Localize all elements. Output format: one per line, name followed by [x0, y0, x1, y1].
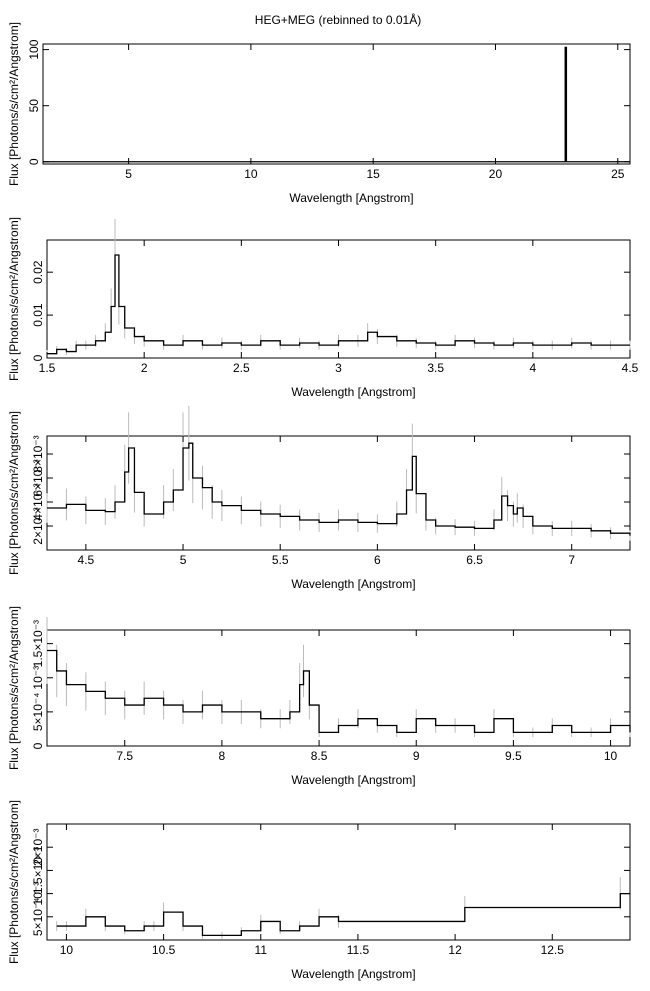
x-axis-title: Wavelength [Angstrom]: [291, 967, 415, 981]
y-axis-title: Flux [Photons/s/cm²/Angstrom]: [7, 411, 21, 575]
y-tick-label: 5×10⁻⁴: [31, 898, 45, 937]
panel-4: 7.5 8 8.5 9 9.5 10 0 5×10⁻⁴ 10⁻³1.5×10⁻³ Waveleng…: [7, 606, 631, 787]
x-tick-label: 3.5: [427, 361, 444, 375]
x-tick-label: 10: [604, 749, 618, 763]
x-tick-label: 20: [489, 167, 503, 181]
x-tick-label: 7.5: [116, 749, 133, 763]
plot-frame: [46, 823, 631, 941]
x-tick-label: 3: [335, 361, 342, 375]
spectrum-line: [47, 649, 631, 734]
x-axis-title: Wavelength [Angstrom]: [291, 577, 415, 591]
y-tick-label: 0: [31, 354, 45, 361]
y-tick-label: 0.02: [31, 260, 45, 284]
x-tick-label: 12: [448, 943, 462, 957]
x-axis-title: Wavelength [Angstrom]: [289, 191, 413, 205]
x-tick-label: 6.5: [466, 553, 483, 567]
x-axis-title: Wavelength [Angstrom]: [291, 773, 415, 787]
y-tick-label: 50: [27, 99, 41, 113]
x-axis-title: Wavelength [Angstrom]: [291, 385, 415, 399]
y-axis-title: Flux [Photons/s/cm²/Angstrom]: [7, 217, 21, 381]
y-tick-label: 2×10⁻³: [31, 829, 45, 866]
spectrum-line: [43, 46, 630, 163]
x-tick-label: 10.5: [152, 943, 176, 957]
spectrum-line: [56, 892, 630, 937]
panel-3: 4.5 5 5.5 6 6.5 7 2×10⁻³4×10⁻³6×10⁻³8×10⁻³ Wave…: [7, 405, 631, 591]
spectrum-line: [47, 442, 631, 536]
y-tick-label: 5×10⁻⁴: [31, 693, 45, 732]
y-tick-label: 2×10⁻³: [31, 507, 45, 544]
plot-frame: [42, 43, 631, 165]
panel-1: 5 10 15 20 25 0 50 100 Wavelength [Angstrom] Flux…: [7, 22, 631, 205]
y-tick-label: 0.01: [31, 303, 45, 327]
y-axis-title: Flux [Photons/s/cm²/Angstrom]: [7, 800, 21, 964]
panel-5: 10 10.5 11 11.5 12 12.5 5×10⁻⁴10⁻³1.5×10⁻³2×10…: [7, 800, 631, 981]
x-tick-label: 1.5: [39, 361, 56, 375]
x-tick-label: 4: [529, 361, 536, 375]
x-tick-label: 5: [125, 167, 132, 181]
y-tick-label: 0: [27, 158, 41, 165]
x-tick-label: 10: [244, 167, 258, 181]
spectrum-line: [47, 254, 630, 355]
x-tick-label: 9.5: [505, 749, 522, 763]
y-tick-label: 6×10⁻³: [31, 459, 45, 496]
x-tick-label: 8.5: [311, 749, 328, 763]
y-tick-label: 10⁻³: [31, 666, 45, 690]
x-tick-label: 2: [141, 361, 148, 375]
x-tick-label: 8: [219, 749, 226, 763]
y-tick-label: 1.5×10⁻³: [31, 847, 45, 894]
x-tick-label: 4.5: [78, 553, 95, 567]
x-tick-label: 4.5: [622, 361, 639, 375]
x-tick-label: 11: [255, 943, 268, 957]
x-tick-label: 5.5: [272, 553, 289, 567]
x-tick-label: 6: [374, 553, 381, 567]
y-axis-title: Flux [Photons/s/cm²/Angstrom]: [7, 606, 21, 770]
x-tick-label: 5: [180, 553, 187, 567]
x-tick-label: 11.5: [347, 943, 370, 957]
y-tick-label: 0: [31, 742, 45, 749]
x-tick-label: 10: [60, 943, 74, 957]
x-tick-label: 2.5: [233, 361, 250, 375]
x-tick-label: 25: [611, 167, 625, 181]
y-tick-label: 1.5×10⁻³: [31, 620, 45, 667]
figure-title: HEG+MEG (rebinned to 0.01Å): [255, 12, 421, 27]
x-tick-label: 15: [367, 167, 381, 181]
plot-frame: [46, 435, 631, 551]
y-tick-label: 4×10⁻³: [31, 483, 45, 520]
plot-frame: [46, 629, 631, 747]
x-tick-label: 9: [413, 749, 420, 763]
x-tick-label: 12.5: [541, 943, 565, 957]
panel-2: 1.5 2 2.5 3 3.5 4 4.5 0 0.01 0.02 Wavelength [Angs…: [7, 217, 639, 399]
x-tick-label: 7: [568, 553, 575, 567]
y-tick-label: 10⁻³: [31, 882, 45, 906]
y-tick-label: 8×10⁻³: [31, 435, 45, 472]
y-tick-label: 100: [27, 39, 41, 59]
y-axis-title: Flux [Photons/s/cm²/Angstrom]: [7, 22, 21, 186]
